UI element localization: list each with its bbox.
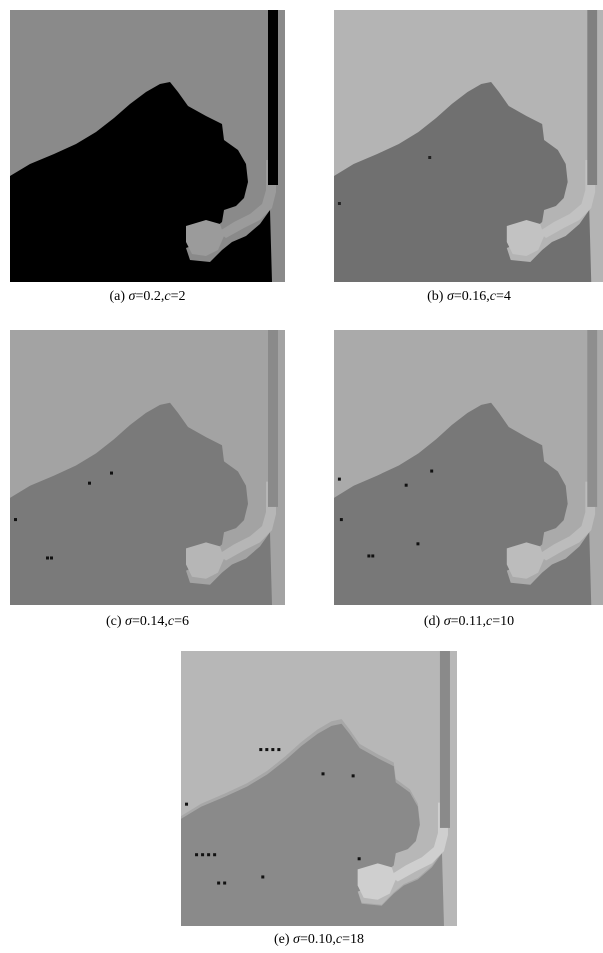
noise-pixel	[201, 853, 205, 857]
noise-pixel	[416, 542, 420, 546]
noise-pixel	[261, 875, 265, 879]
panel-a-image	[10, 10, 285, 282]
noise-pixel	[430, 469, 434, 473]
segmentation-image-b	[334, 10, 603, 282]
caption-c: (c) σ=0.14,c=6	[106, 614, 189, 629]
noise-pixel	[217, 881, 221, 885]
noise-pixel	[428, 156, 432, 159]
noise-pixel	[371, 554, 375, 558]
noise-pixel	[271, 748, 275, 752]
noise-pixel	[339, 518, 343, 522]
panel-b-image	[334, 10, 603, 282]
noise-pixel	[351, 774, 355, 778]
segmentation-image-e	[181, 651, 457, 926]
caption-d: (d) σ=0.11,c=10	[423, 614, 515, 629]
pole-region	[268, 10, 278, 185]
segmentation-image-a	[10, 10, 285, 282]
segmentation-image-d	[334, 330, 603, 605]
noise-pixel	[259, 748, 263, 752]
arm-region	[538, 160, 596, 238]
pot-region	[506, 220, 545, 256]
arm-region	[218, 160, 276, 238]
panel-d-image	[334, 330, 603, 605]
caption-a: (a) σ=0.2,c=2	[109, 289, 186, 304]
arm-region	[389, 802, 448, 882]
noise-pixel	[321, 772, 325, 776]
noise-pixel	[265, 748, 269, 752]
noise-pixel	[337, 202, 341, 205]
arm-region	[538, 481, 596, 561]
panel-e-image	[181, 651, 457, 926]
noise-pixel	[404, 483, 408, 487]
panel-c-image	[10, 330, 285, 605]
pole-region	[587, 330, 598, 507]
noise-pixel	[110, 471, 113, 475]
arm-region	[218, 481, 276, 561]
pot-region	[186, 542, 224, 579]
noise-pixel	[213, 853, 217, 857]
pot-region	[186, 220, 224, 256]
noise-pixel	[88, 481, 91, 485]
caption-e: (e) σ=0.10,c=18	[274, 932, 364, 947]
pot-region	[506, 542, 545, 579]
noise-pixel	[195, 853, 199, 857]
noise-pixel	[223, 881, 227, 885]
caption-b: (b) σ=0.16,c=4	[427, 289, 511, 304]
pole-region	[587, 10, 598, 185]
pot-region	[357, 863, 396, 900]
pole-region	[439, 651, 450, 828]
noise-pixel	[357, 857, 361, 861]
pole-region	[268, 330, 278, 507]
noise-pixel	[50, 556, 53, 560]
noise-pixel	[277, 748, 281, 752]
noise-pixel	[367, 554, 371, 558]
segmentation-image-c	[10, 330, 285, 605]
noise-pixel	[14, 518, 17, 522]
noise-pixel	[46, 556, 49, 560]
noise-pixel	[207, 853, 211, 857]
noise-pixel	[337, 477, 341, 481]
noise-pixel	[185, 802, 189, 806]
